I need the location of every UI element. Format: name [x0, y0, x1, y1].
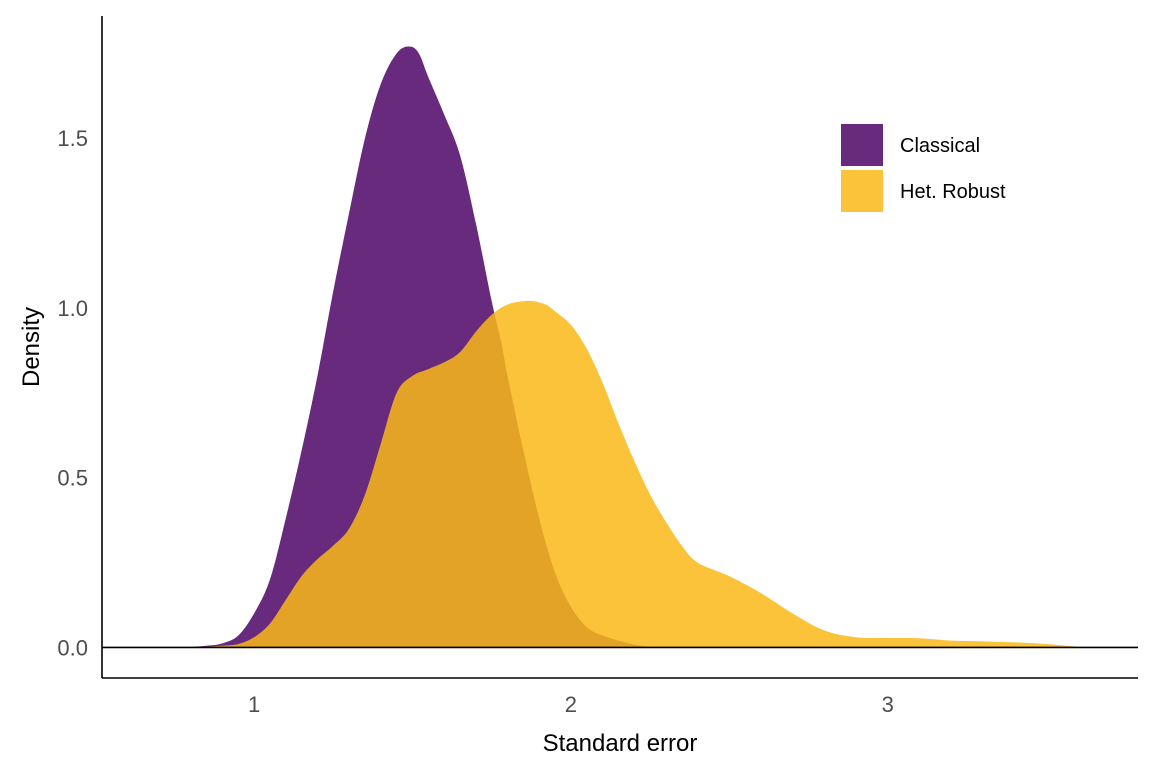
x-tick-label: 1	[248, 692, 260, 717]
legend-label: Classical	[900, 135, 980, 157]
legend: Classical Het. Robust	[841, 124, 1006, 212]
x-axis-title: Standard error	[543, 730, 698, 757]
y-tick-label: 1.0	[57, 296, 88, 321]
y-tick-label: 0.0	[57, 635, 88, 660]
y-axis-title: Density	[18, 307, 45, 387]
legend-key	[841, 170, 883, 212]
x-tick-label: 3	[882, 692, 894, 717]
y-axis-ticks: 0.0 0.5 1.0 1.5	[57, 126, 88, 660]
density-areas	[184, 46, 1085, 648]
y-tick-label: 0.5	[57, 466, 88, 491]
density-area-het-robust	[190, 300, 1085, 648]
x-axis-ticks: 1 2 3	[248, 692, 894, 717]
x-tick-label: 2	[565, 692, 577, 717]
density-area-classical	[184, 46, 666, 648]
legend-label: Het. Robust	[900, 181, 1006, 203]
y-tick-label: 1.5	[57, 126, 88, 151]
legend-key	[841, 124, 883, 166]
